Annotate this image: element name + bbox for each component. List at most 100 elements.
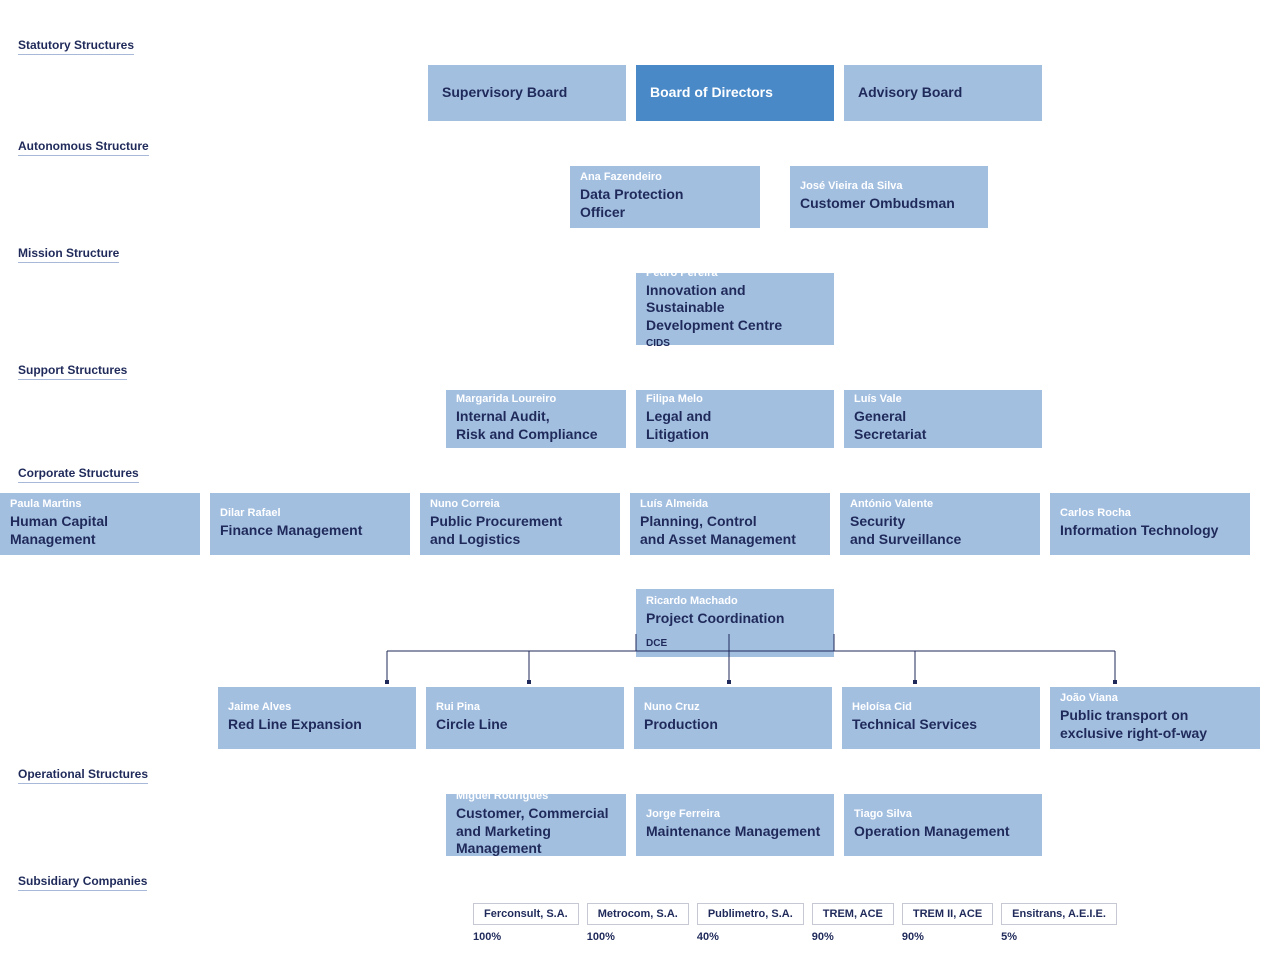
box-title: Advisory Board <box>858 84 962 102</box>
box-title: Public Procurement and Logistics <box>430 513 610 548</box>
box-person: Ana Fazendeiro <box>580 171 750 184</box>
box-planning: Luís Almeida Planning, Control and Asset… <box>630 493 830 555</box>
box-audit: Margarida Loureiro Internal Audit, Risk … <box>446 390 626 448</box>
sub-pct: 100% <box>473 931 501 943</box>
sub-trem2: TREM II, ACE 90% <box>902 903 993 943</box>
box-person: Rui Pina <box>436 701 614 714</box>
box-title: Human Capital Management <box>10 513 190 548</box>
statutory-row: Supervisory Board Board of Directors Adv… <box>428 65 1262 121</box>
box-production: Nuno Cruz Production <box>634 687 832 749</box>
box-customer: Miguel Rodrigues Customer, Commercial an… <box>446 794 626 856</box>
sub-pct: 90% <box>812 931 834 943</box>
sub-pct: 90% <box>902 931 924 943</box>
sub-name: TREM II, ACE <box>902 903 993 925</box>
sub-name: Publimetro, S.A. <box>697 903 804 925</box>
box-title: Production <box>644 716 822 734</box>
sub-name: Ensitrans, A.E.I.E. <box>1001 903 1117 925</box>
box-public-transport: João Viana Public transport on exclusive… <box>1050 687 1260 749</box>
box-person: Miguel Rodrigues <box>456 790 616 803</box>
box-secretariat: Luís Vale General Secretariat <box>844 390 1042 448</box>
box-technical: Heloísa Cid Technical Services <box>842 687 1040 749</box>
section-mission: Mission Structure <box>18 246 119 263</box>
box-procurement: Nuno Correia Public Procurement and Logi… <box>420 493 620 555</box>
box-title: Operation Management <box>854 823 1032 841</box>
sub-name: Metrocom, S.A. <box>587 903 689 925</box>
box-title: General Secretariat <box>854 408 1032 443</box>
box-person: Dilar Rafael <box>220 507 400 520</box>
section-support: Support Structures <box>18 363 127 380</box>
box-supervisory: Supervisory Board <box>428 65 626 121</box>
box-board-directors: Board of Directors <box>636 65 834 121</box>
box-person: Luís Almeida <box>640 498 820 511</box>
corporate-row: Paula Martins Human Capital Management D… <box>0 493 1280 555</box>
box-person: Carlos Rocha <box>1060 507 1240 520</box>
box-person: José Vieira da Silva <box>800 180 978 193</box>
subsidiary-row: Ferconsult, S.A. 100% Metrocom, S.A. 100… <box>473 903 1262 943</box>
sub-pct: 40% <box>697 931 719 943</box>
box-sub: CIDS <box>646 338 824 349</box>
sub-ensitrans: Ensitrans, A.E.I.E. 5% <box>1001 903 1117 943</box>
box-person: Jaime Alves <box>228 701 406 714</box>
box-operation: Tiago Silva Operation Management <box>844 794 1042 856</box>
box-title: Customer Ombudsman <box>800 195 978 213</box>
sub-pct: 100% <box>587 931 615 943</box>
box-ombudsman: José Vieira da Silva Customer Ombudsman <box>790 166 988 228</box>
sub-name: Ferconsult, S.A. <box>473 903 579 925</box>
box-maintenance: Jorge Ferreira Maintenance Management <box>636 794 834 856</box>
box-finance: Dilar Rafael Finance Management <box>210 493 410 555</box>
box-person: João Viana <box>1060 692 1250 705</box>
box-title: Board of Directors <box>650 84 773 102</box>
box-cids: Pedro Pereira Innovation and Sustainable… <box>636 273 834 345</box>
sub-name: TREM, ACE <box>812 903 894 925</box>
box-title: Data Protection Officer <box>580 186 750 221</box>
sub-pct: 5% <box>1001 931 1017 943</box>
box-title: Project Coordination <box>646 610 824 628</box>
box-it: Carlos Rocha Information Technology <box>1050 493 1250 555</box>
box-dpo: Ana Fazendeiro Data Protection Officer <box>570 166 760 228</box>
sub-publimetro: Publimetro, S.A. 40% <box>697 903 804 943</box>
box-person: Jorge Ferreira <box>646 808 824 821</box>
box-title: Technical Services <box>852 716 1030 734</box>
projects-row: Jaime Alves Red Line Expansion Rui Pina … <box>218 687 1262 749</box>
box-project-coord: Ricardo Machado Project Coordination DCE <box>636 589 834 657</box>
sub-trem: TREM, ACE 90% <box>812 903 894 943</box>
box-redline: Jaime Alves Red Line Expansion <box>218 687 416 749</box>
box-person: Margarida Loureiro <box>456 393 616 406</box>
box-person: António Valente <box>850 498 1030 511</box>
box-person: Luís Vale <box>854 393 1032 406</box>
box-sub: DCE <box>646 638 824 649</box>
box-person: Nuno Cruz <box>644 701 822 714</box>
box-title: Red Line Expansion <box>228 716 406 734</box>
section-subsidiary: Subsidiary Companies <box>18 874 147 891</box>
sub-metrocom: Metrocom, S.A. 100% <box>587 903 689 943</box>
section-operational: Operational Structures <box>18 767 148 784</box>
box-person: Ricardo Machado <box>646 595 824 608</box>
section-autonomous: Autonomous Structure <box>18 139 149 156</box>
box-title: Maintenance Management <box>646 823 824 841</box>
box-title: Security and Surveillance <box>850 513 1030 548</box>
box-title: Internal Audit, Risk and Compliance <box>456 408 616 443</box>
box-person: Paula Martins <box>10 498 190 511</box>
box-title: Innovation and Sustainable Development C… <box>646 282 824 335</box>
support-row: Margarida Loureiro Internal Audit, Risk … <box>446 390 1262 448</box>
section-statutory: Statutory Structures <box>18 38 134 55</box>
box-person: Nuno Correia <box>430 498 610 511</box>
box-title: Circle Line <box>436 716 614 734</box>
box-security: António Valente Security and Surveillanc… <box>840 493 1040 555</box>
box-circle: Rui Pina Circle Line <box>426 687 624 749</box>
box-advisory: Advisory Board <box>844 65 1042 121</box>
section-corporate: Corporate Structures <box>18 466 139 483</box>
box-legal: Filipa Melo Legal and Litigation <box>636 390 834 448</box>
project-coord-row: Ricardo Machado Project Coordination DCE <box>636 589 1262 657</box>
box-person: Pedro Pereira <box>646 267 824 280</box>
box-person: Heloísa Cid <box>852 701 1030 714</box>
sub-ferconsult: Ferconsult, S.A. 100% <box>473 903 579 943</box>
box-title: Customer, Commercial and Marketing Manag… <box>456 805 616 858</box>
mission-row: Pedro Pereira Innovation and Sustainable… <box>636 273 1262 345</box>
box-title: Finance Management <box>220 522 400 540</box>
operational-row: Miguel Rodrigues Customer, Commercial an… <box>446 794 1262 856</box>
box-title: Information Technology <box>1060 522 1240 540</box>
box-person: Tiago Silva <box>854 808 1032 821</box>
box-title: Planning, Control and Asset Management <box>640 513 820 548</box>
autonomous-row: Ana Fazendeiro Data Protection Officer J… <box>570 166 1262 228</box>
